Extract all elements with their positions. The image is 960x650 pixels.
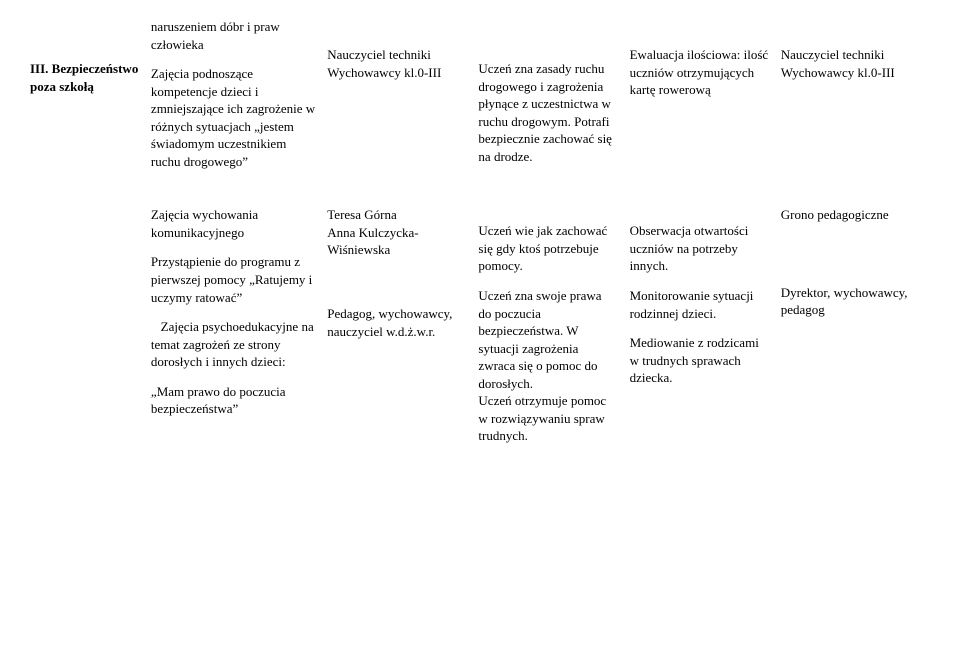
text: Obserwacja otwartości uczniów na potrzeb… xyxy=(630,222,769,275)
text: „Mam prawo do poczucia bezpieczeństwa” xyxy=(151,383,315,418)
cell-outcomes: Uczeń wie jak zachować się gdy ktoś potr… xyxy=(472,206,623,445)
text: Grono pedagogiczne xyxy=(781,206,930,224)
text: Anna Kulczycka-Wiśniewska xyxy=(327,224,466,259)
cell-activities: Zajęcia wychowania komunikacyjnego Przys… xyxy=(145,206,321,445)
text: Zajęcia wychowania komunikacyjnego xyxy=(151,206,315,241)
text: Ewaluacja ilościowa: ilość uczniów otrzy… xyxy=(630,46,769,99)
text: Przystąpienie do programu z pierwszej po… xyxy=(151,253,315,306)
text: Dyrektor, wychowawcy, pedagog xyxy=(781,284,930,319)
cell-section xyxy=(24,206,145,445)
text: Nauczyciel techniki Wychowawcy kl.0-III xyxy=(327,46,466,81)
text: Teresa Górna xyxy=(327,206,466,224)
cell-evaluation: Ewaluacja ilościowa: ilość uczniów otrzy… xyxy=(624,18,775,170)
text: Uczeń zna zasady ruchu drogowego i zagro… xyxy=(478,60,617,165)
cell-section: III. Bezpieczeństwo poza szkołą xyxy=(24,18,145,170)
cell-responsible: Nauczyciel techniki Wychowawcy kl.0-III xyxy=(321,18,472,170)
text: Mediowanie z rodzicami w trudnych sprawa… xyxy=(630,334,769,387)
text: Uczeń wie jak zachować się gdy ktoś potr… xyxy=(478,222,617,275)
text: Uczeń zna swoje prawa do poczucia bezpie… xyxy=(478,287,617,392)
text: Zajęcia podnoszące kompetencje dzieci i … xyxy=(151,65,315,170)
curriculum-table: III. Bezpieczeństwo poza szkołą naruszen… xyxy=(24,18,936,445)
text: Uczeń otrzymuje pomoc w rozwiązywaniu sp… xyxy=(478,392,617,445)
cell-activities: naruszeniem dóbr i praw człowieka Zajęci… xyxy=(145,18,321,170)
text: Zajęcia psychoedukacyjne na temat zagroż… xyxy=(151,318,315,371)
text: naruszeniem dóbr i praw człowieka xyxy=(151,18,315,53)
section-title: III. Bezpieczeństwo poza szkołą xyxy=(30,60,139,95)
text: Nauczyciel techniki Wychowawcy kl.0-III xyxy=(781,46,930,81)
cell-evaluation: Obserwacja otwartości uczniów na potrzeb… xyxy=(624,206,775,445)
table-row: Zajęcia wychowania komunikacyjnego Przys… xyxy=(24,206,936,445)
text: Monitorowanie sytuacji rodzinnej dzieci. xyxy=(630,287,769,322)
cell-outcomes: Uczeń zna zasady ruchu drogowego i zagro… xyxy=(472,18,623,170)
table-row: III. Bezpieczeństwo poza szkołą naruszen… xyxy=(24,18,936,170)
cell-owner: Nauczyciel techniki Wychowawcy kl.0-III xyxy=(775,18,936,170)
cell-responsible: Teresa Górna Anna Kulczycka-Wiśniewska P… xyxy=(321,206,472,445)
spacer-row xyxy=(24,170,936,206)
text: Pedagog, wychowawcy, nauczyciel w.d.ż.w.… xyxy=(327,305,466,340)
document-page: III. Bezpieczeństwo poza szkołą naruszen… xyxy=(0,0,960,463)
cell-owner: Grono pedagogiczne Dyrektor, wychowawcy,… xyxy=(775,206,936,445)
